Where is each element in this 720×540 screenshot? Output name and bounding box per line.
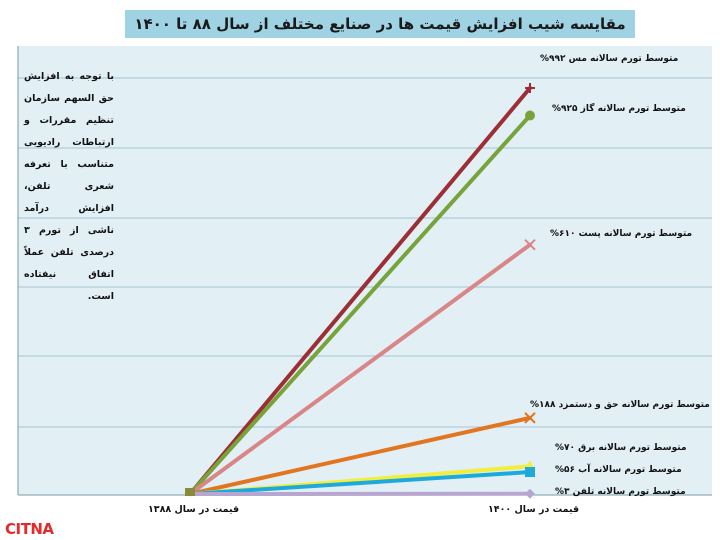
- series-line-3: [188, 415, 532, 496]
- series-line-0: [188, 86, 532, 496]
- chart-title: مقایسه شیب افزایش قیمت ها در صنایع مختلف…: [125, 10, 635, 38]
- chart-note: با توجه به افزایش حق السهم سازمان تنظیم …: [24, 71, 114, 302]
- series-label-water: متوسط تورم سالانه آب ۵۶%: [555, 465, 682, 475]
- series-label-telephone: متوسط تورم سالانه تلفن ۳%: [555, 487, 686, 497]
- origin-marker: [185, 488, 195, 496]
- series-marker-1: [525, 110, 535, 121]
- series-label-copper: متوسط تورم سالانه مس ۹۹۲%: [540, 54, 679, 64]
- series-marker-0: [525, 83, 535, 93]
- series-marker-5: [525, 467, 535, 478]
- series-label-post: متوسط تورم سالانه پست ۶۱۰%: [550, 229, 693, 239]
- series-line-5: [188, 470, 532, 496]
- x-tick-label-1388: قیمت در سال ۱۳۸۸: [148, 504, 240, 515]
- series-label-wage: متوسط تورم سالانه حق و دستمزد ۱۸۸%: [530, 400, 710, 410]
- series-label-gas: متوسط تورم سالانه گاز ۹۲۵%: [552, 104, 686, 114]
- series-marker-2: [524, 239, 536, 251]
- series-line-2: [188, 242, 532, 496]
- series-label-electricity: متوسط تورم سالانه برق ۷۰%: [555, 443, 687, 453]
- x-tick-label-1400: قیمت در سال ۱۴۰۰: [488, 504, 580, 515]
- series-line-1: [188, 113, 532, 496]
- series-marker-6: [525, 488, 535, 499]
- plot-area: [18, 46, 712, 495]
- series-marker-3: [524, 412, 536, 424]
- brand-logo: CITNA: [5, 520, 54, 538]
